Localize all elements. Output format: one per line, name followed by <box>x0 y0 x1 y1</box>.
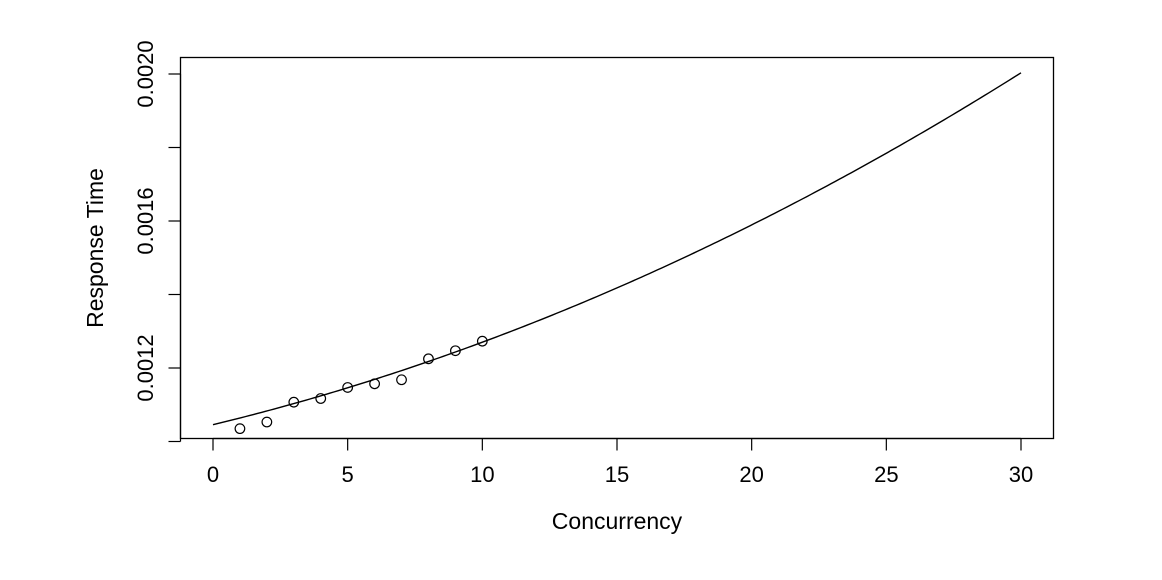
x-tick-label: 30 <box>1009 462 1033 487</box>
data-point <box>369 378 381 390</box>
x-axis: 0 5 10 15 20 25 30 <box>207 437 1033 487</box>
x-axis-title: Concurrency <box>552 508 683 534</box>
x-tick-label: 0 <box>207 462 219 487</box>
x-tick-label: 25 <box>874 462 898 487</box>
y-tick-label: 0.0020 <box>133 40 158 107</box>
y-tick-label: 0.0016 <box>133 187 158 254</box>
fitted-curve-line <box>212 72 1022 426</box>
data-point <box>423 353 434 365</box>
y-tick-label: 0.0012 <box>133 334 158 401</box>
x-tick-label: 20 <box>739 462 763 487</box>
plot-frame <box>179 56 1055 440</box>
y-axis: 0.0012 0.0016 0.0020 <box>133 40 182 443</box>
x-tick-label: 15 <box>605 462 629 487</box>
data-point <box>396 374 407 386</box>
x-tick-label: 10 <box>470 462 494 487</box>
data-points-layer <box>234 335 488 435</box>
data-point <box>450 345 461 357</box>
y-axis-title: Response Time <box>82 168 108 328</box>
data-point <box>315 393 327 404</box>
fitted-curve-layer <box>212 72 1022 426</box>
data-point <box>342 382 354 393</box>
data-point <box>261 416 273 428</box>
data-point <box>476 335 488 347</box>
data-point <box>234 423 246 435</box>
x-tick-label: 5 <box>342 462 354 487</box>
data-point <box>288 396 300 408</box>
